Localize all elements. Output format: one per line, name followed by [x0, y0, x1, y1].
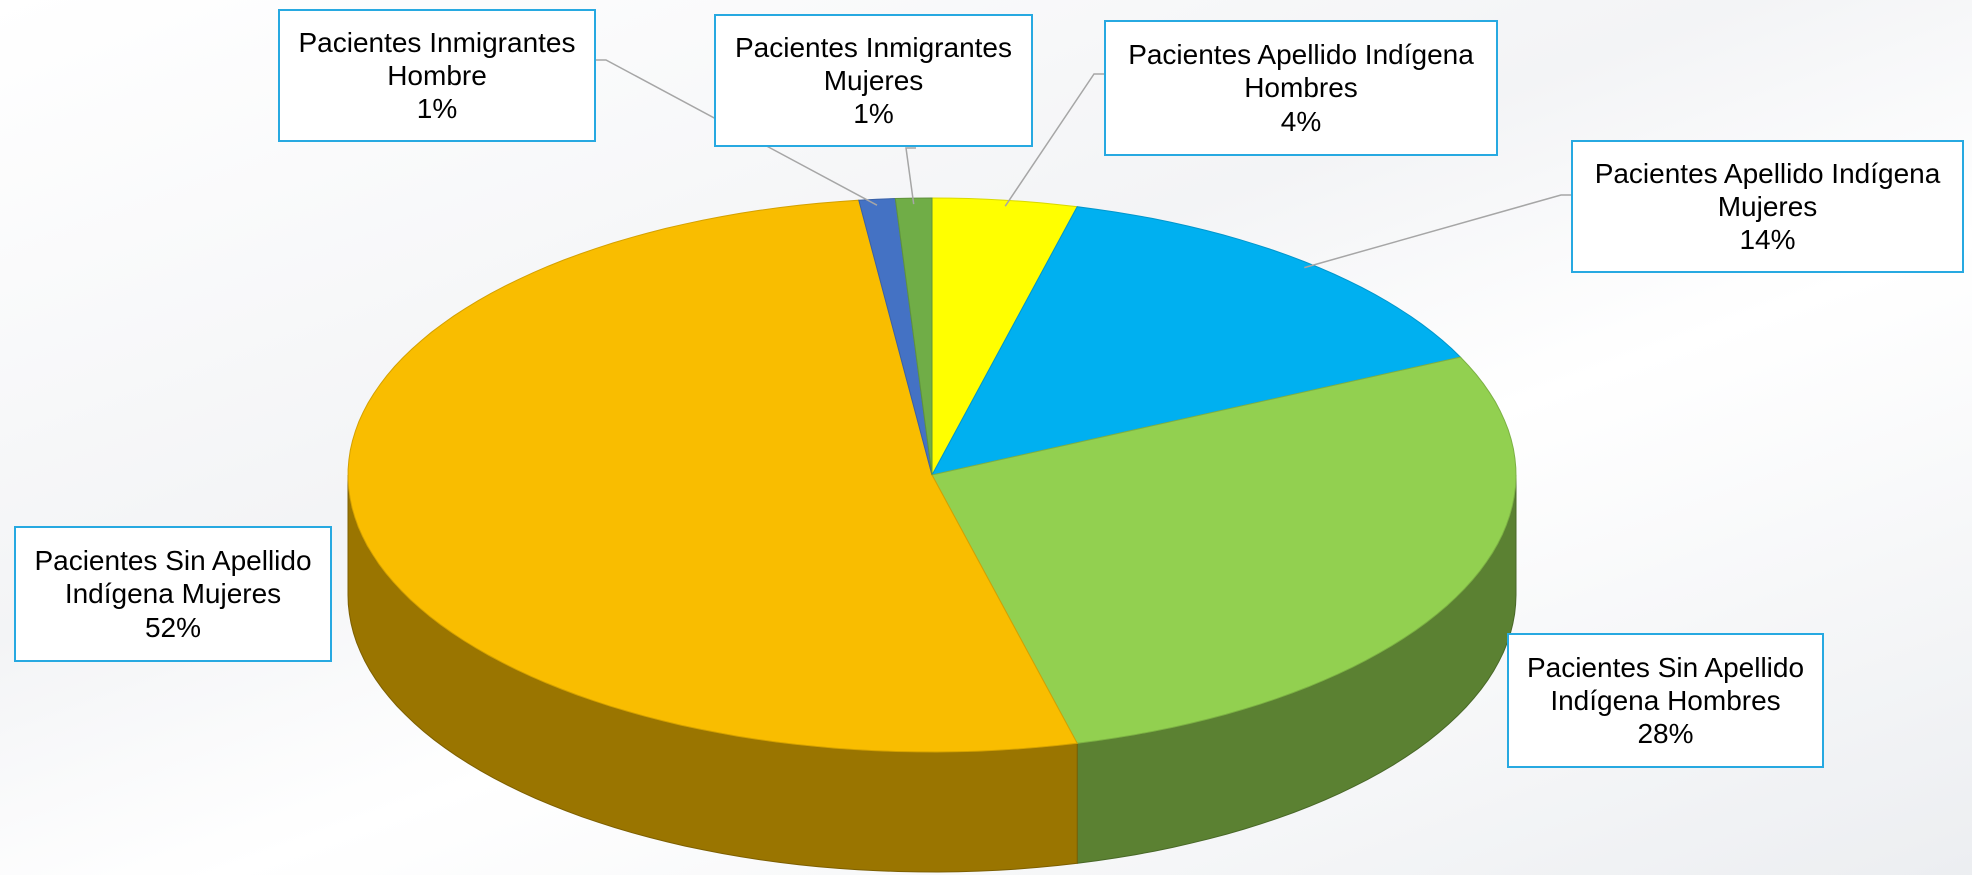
- slice: [931, 197, 1078, 476]
- label-name: Pacientes Sin Apellido Indígena Hombres: [1526, 651, 1805, 716]
- label-value: 1%: [416, 93, 458, 125]
- label-value: 4%: [1280, 105, 1322, 137]
- leader-line: [1004, 73, 1104, 207]
- slice: [347, 199, 1078, 753]
- slice: [894, 197, 933, 476]
- leader-line: [596, 59, 878, 206]
- label-value: 28%: [1637, 718, 1694, 750]
- data-label: Pacientes Inmigrantes Hombre 1%: [278, 9, 596, 142]
- label-name: Pacientes Apellido Indígena Hombres: [1128, 39, 1474, 104]
- label-name: Pacientes Sin Apellido Indígena Mujeres: [34, 545, 312, 610]
- leader-line: [905, 147, 916, 205]
- data-label: Pacientes Sin Apellido Indígena Hombres 2…: [1507, 633, 1824, 768]
- leader-line: [1304, 194, 1571, 269]
- label-value: 14%: [1739, 224, 1796, 256]
- label-value: 52%: [144, 611, 202, 643]
- data-label: Pacientes Apellido Indígena Mujeres 14%: [1571, 140, 1964, 273]
- label-name: Pacientes Apellido Indígena Mujeres: [1594, 157, 1941, 222]
- label-name: Pacientes Inmigrantes Mujeres: [734, 31, 1013, 96]
- label-value: 1%: [853, 98, 894, 130]
- slice: [931, 356, 1517, 744]
- label-name: Pacientes Inmigrantes Hombre: [298, 26, 576, 91]
- slice: [931, 206, 1462, 476]
- data-label: Pacientes Inmigrantes Mujeres 1%: [714, 14, 1033, 147]
- data-label: Pacientes Sin Apellido Indígena Mujeres 5…: [14, 526, 332, 662]
- data-label: Pacientes Apellido Indígena Hombres 4%: [1104, 20, 1498, 156]
